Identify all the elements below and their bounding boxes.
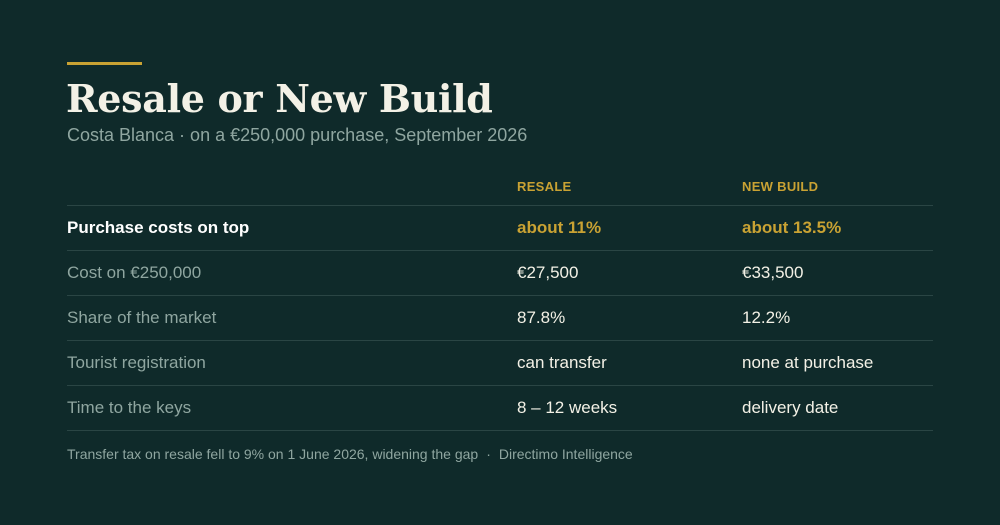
footnote-text: Transfer tax on resale fell to 9% on 1 J… — [67, 446, 479, 462]
new-build-value: €33,500 — [742, 263, 804, 282]
table-row: Time to the keys 8 – 12 weeks delivery d… — [67, 386, 933, 431]
row-label: Purchase costs on top — [67, 218, 250, 237]
row-label: Time to the keys — [67, 398, 192, 417]
page-title: Resale or New Build — [66, 76, 493, 121]
new-build-value: none at purchase — [742, 353, 874, 372]
comparison-table: RESALE NEW BUILD Purchase costs on top a… — [67, 168, 933, 431]
table-row: Share of the market 87.8% 12.2% — [67, 296, 933, 341]
new-build-value: about 13.5% — [742, 218, 842, 237]
resale-value: can transfer — [517, 353, 607, 372]
row-label: Cost on €250,000 — [67, 263, 202, 282]
table-row: Cost on €250,000 €27,500 €33,500 — [67, 251, 933, 296]
new-build-value: 12.2% — [742, 308, 791, 327]
row-label: Share of the market — [67, 308, 217, 327]
resale-value: about 11% — [517, 218, 602, 237]
table-row: Tourist registration can transfer none a… — [67, 341, 933, 386]
footnote-separator: · — [486, 446, 491, 462]
column-header-new-build: NEW BUILD — [742, 179, 819, 194]
table-header-row: RESALE NEW BUILD — [67, 168, 933, 206]
column-header-resale: RESALE — [517, 179, 572, 194]
row-label: Tourist registration — [67, 353, 206, 372]
source-credit: Directimo Intelligence — [498, 446, 633, 462]
table-row: Purchase costs on top about 11% about 13… — [67, 206, 933, 251]
resale-value: 87.8% — [517, 308, 566, 327]
page-subtitle: Costa Blanca · on a €250,000 purchase, S… — [67, 125, 528, 145]
new-build-value: delivery date — [742, 398, 839, 417]
resale-value: 8 – 12 weeks — [517, 398, 618, 417]
title-accent-bar — [67, 62, 142, 65]
footnote: Transfer tax on resale fell to 9% on 1 J… — [67, 445, 633, 463]
resale-value: €27,500 — [517, 263, 579, 282]
